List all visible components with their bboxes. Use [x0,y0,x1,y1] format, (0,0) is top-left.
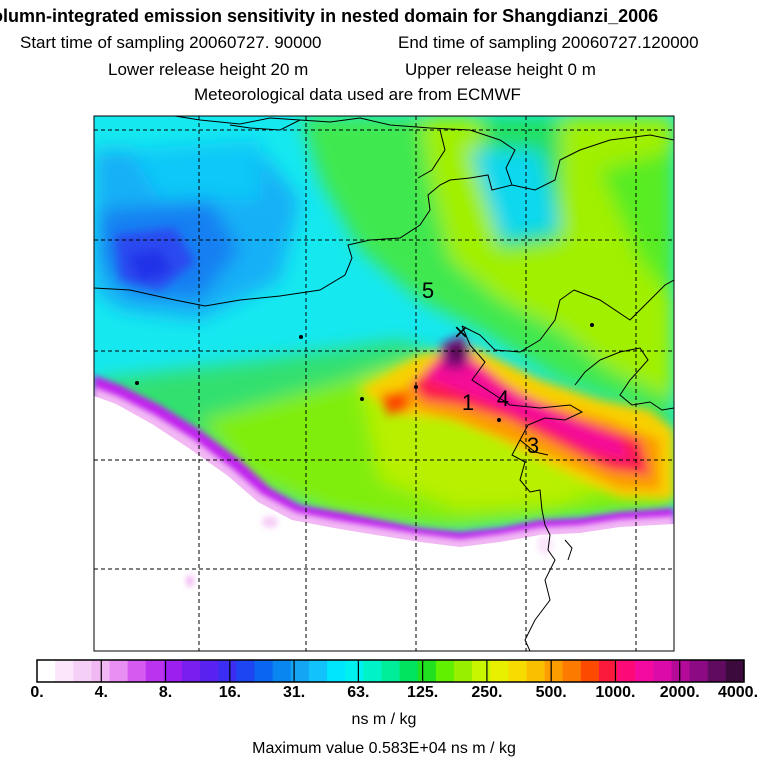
colorbar-swatch [218,660,238,682]
end-time-label: End time of sampling 20060727.120000 [398,33,699,52]
colorbar-swatch [290,660,310,682]
map-frame [93,115,675,652]
colorbar-swatch [671,660,691,682]
trajectory-label: 5 [422,278,434,303]
colorbar-swatch [435,660,455,682]
colorbar-swatch [272,660,292,682]
upper-release-label: Upper release height 0 m [405,60,596,79]
units-label: ns m / kg [351,711,417,728]
city-markers [135,323,594,422]
colorbar-swatch [580,660,600,682]
colorbar-swatch [236,660,256,682]
colorbar-tick-label: 4000. [717,684,759,701]
colorbar-swatch [653,660,673,682]
colorbar-tick-label: 16. [218,684,241,701]
trajectory-labels: 5 1 4 3 [422,278,539,458]
colorbar-swatch [109,660,129,682]
colorbar-swatch [472,660,491,682]
trajectory-label: 3 [527,433,539,458]
colorbar-swatch [598,660,618,682]
colorbar-swatch [725,660,745,682]
lower-release-label: Lower release height 20 m [108,60,309,79]
colorbar-swatch [544,660,564,682]
colorbar-swatch [562,660,582,682]
colorbar-swatch [308,660,328,682]
colorbar-tick-label: 1000. [595,684,636,701]
colorbar-swatch [381,660,401,682]
colorbar-swatch [145,660,165,682]
colorbar-swatch [453,660,473,682]
start-time-label: Start time of sampling 20060727. 90000 [20,33,322,52]
colorbar-tick-label: 4. [94,684,108,701]
colorbar-swatch [37,660,56,682]
coastlines [94,116,674,651]
colorbar-swatch [327,660,346,682]
sensitivity-field [94,116,674,651]
colorbar-swatch [254,660,274,682]
colorbar-swatch [73,660,92,682]
colorbar-tick-label: 500. [535,684,567,701]
colorbar-swatch [163,660,183,682]
colorbar-swatch [707,660,727,682]
plot-title: olumn-integrated emission sensitivity in… [0,6,659,26]
colorbar-swatch [635,660,654,682]
colorbar-swatch [508,660,528,682]
colorbar-swatch [417,660,437,682]
colorbar-swatch [399,660,419,682]
colorbar [37,660,745,682]
colorbar-frame [36,659,745,683]
met-data-label: Meteorological data used are from ECMWF [194,85,521,104]
colorbar-swatch [689,660,709,682]
colorbar-swatch [490,660,509,682]
colorbar-tick-label: 2000. [659,684,700,701]
max-value-label: Maximum value 0.583E+04 ns m / kg [252,740,516,757]
trajectory-label: 1 [462,390,474,415]
colorbar-tick-label: 8. [158,684,173,701]
colorbar-swatch [55,660,74,682]
colorbar-swatch [526,660,546,682]
colorbar-tick-label: 250. [471,684,503,701]
trajectory-label: 4 [497,386,509,411]
gridlines [94,116,674,651]
colorbar-swatch [345,660,364,682]
colorbar-swatch [127,660,147,682]
colorbar-swatch [363,660,383,682]
station-marker: × [454,319,468,346]
colorbar-swatch [617,660,636,682]
colorbar-swatch [182,660,201,682]
colorbar-tick-label: 63. [347,684,370,701]
colorbar-swatch [200,660,219,682]
colorbar-tick-label: 0. [30,684,44,701]
colorbar-tick-label: 31. [282,684,306,701]
colorbar-tick-label: 125. [407,684,439,701]
